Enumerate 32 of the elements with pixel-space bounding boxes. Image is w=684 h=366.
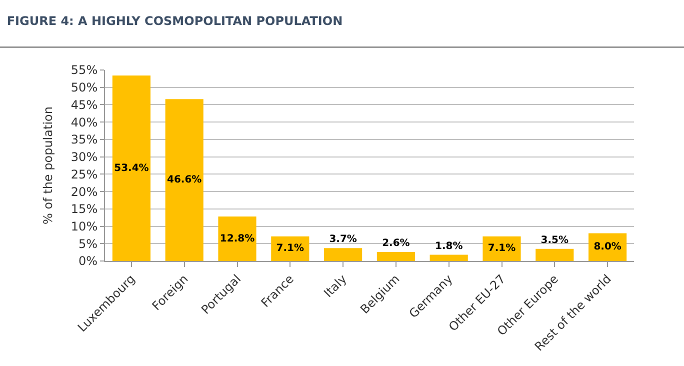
data-label: 8.0%	[594, 242, 622, 253]
bar	[218, 216, 256, 261]
y-tick-label: 5%	[78, 236, 98, 251]
bar	[112, 76, 150, 261]
bar	[430, 254, 468, 261]
bar	[536, 248, 574, 261]
y-tick-label: 25%	[70, 167, 98, 182]
data-label: 46.6%	[167, 174, 202, 186]
y-tick-label: 15%	[70, 202, 98, 216]
data-label: 3.5%	[540, 234, 569, 246]
bar	[324, 248, 362, 261]
data-label: 12.8%	[220, 233, 255, 244]
y-tick-label: 10%	[70, 219, 98, 234]
y-axis-title: % of the population	[41, 106, 56, 224]
data-label: 1.8%	[434, 240, 463, 252]
y-tick-label: 40%	[70, 115, 98, 130]
y-tick-label: 50%	[70, 80, 98, 95]
bar	[165, 99, 204, 261]
y-tick-label: 35%	[70, 132, 98, 147]
bar	[482, 236, 521, 261]
y-tick-label: 0%	[78, 254, 98, 268]
y-tick-label: 30%	[70, 150, 98, 164]
y-tick-label: 45%	[70, 98, 98, 112]
data-label: 7.1%	[276, 243, 304, 254]
bar	[376, 252, 415, 261]
data-label: 7.1%	[488, 243, 516, 254]
data-label: 2.6%	[382, 238, 410, 249]
y-tick-label: 20%	[70, 184, 98, 199]
data-label: 53.4%	[114, 162, 149, 174]
y-tick-label: 55%	[70, 63, 98, 78]
chart-title: FIGURE 4: A HIGHLY COSMOPOLITAN POPULATION	[6, 14, 343, 28]
data-label: 3.7%	[329, 234, 357, 246]
